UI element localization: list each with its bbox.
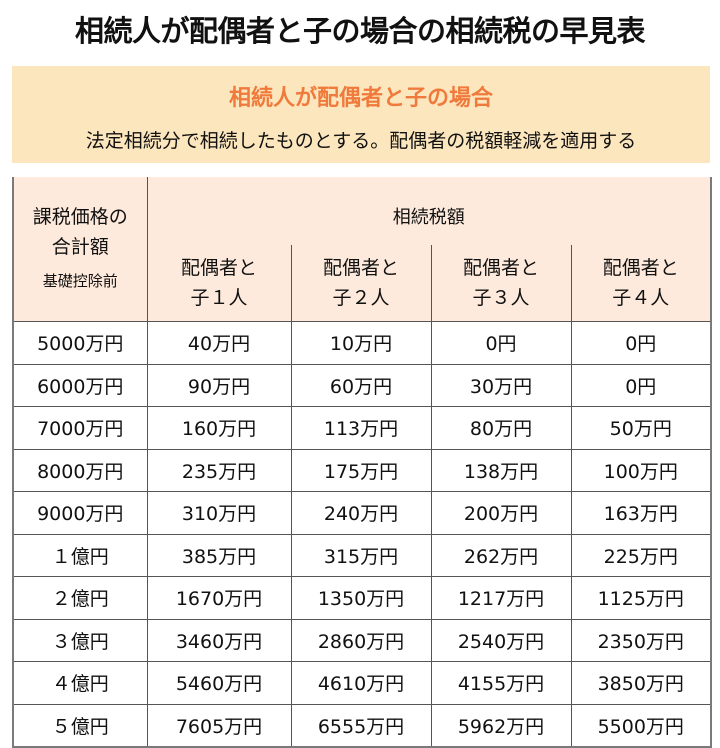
table-cell: 1350万円: [290, 576, 432, 620]
table-cell: 262万円: [430, 533, 572, 577]
column-header-line2: 子１人: [190, 287, 248, 309]
table-row: １億円 385万円 315万円 262万円 225万円: [12, 533, 712, 577]
table-row: ４億円 5460万円 4610万円 4155万円 3850万円: [12, 661, 712, 705]
table-cell: 2860万円: [290, 618, 432, 662]
row-label: ４億円: [12, 661, 148, 705]
table-row: 7000万円 160万円 113万円 80万円 50万円: [12, 406, 712, 450]
table-cell: 2350万円: [570, 618, 712, 662]
table-row: ３億円 3460万円 2860万円 2540万円 2350万円: [12, 618, 712, 662]
table-cell: 160万円: [146, 406, 292, 450]
table-cell: 235万円: [146, 448, 292, 492]
column-header-line1: 配偶者と: [462, 257, 539, 279]
table-cell: 7605万円: [146, 703, 292, 748]
table-cell: 315万円: [290, 533, 432, 577]
table-cell: 138万円: [430, 448, 572, 492]
row-label: 9000万円: [12, 491, 148, 535]
table-cell: 80万円: [430, 406, 572, 450]
tax-table: 課税価格の 合計額 基礎控除前 相続税額 配偶者と子１人 配偶者と子２人 配偶者…: [12, 177, 712, 748]
table-cell: 163万円: [570, 491, 712, 535]
row-label: 5000万円: [12, 321, 148, 365]
table-cell: 5962万円: [430, 703, 572, 748]
column-header-line2: 子４人: [612, 287, 670, 309]
column-header-line2: 子３人: [472, 287, 530, 309]
table-cell: 3460万円: [146, 618, 292, 662]
row-label: ２億円: [12, 576, 148, 620]
banner-heading: 相続人が配偶者と子の場合: [228, 86, 493, 111]
row-label: 8000万円: [12, 448, 148, 492]
column-header-3: 配偶者と子３人: [430, 245, 572, 322]
table-cell: 50万円: [570, 406, 712, 450]
table-cell: 0円: [430, 321, 572, 365]
row-label: 6000万円: [12, 363, 148, 407]
table-row: 5000万円 40万円 10万円 0円 0円: [12, 321, 712, 365]
table-cell: 0円: [570, 363, 712, 407]
table-cell: 2540万円: [430, 618, 572, 662]
column-header-line1: 配偶者と: [602, 257, 679, 279]
table-cell: 385万円: [146, 533, 292, 577]
table-row: 6000万円 90万円 60万円 30万円 0円: [12, 363, 712, 407]
table-cell: 6555万円: [290, 703, 432, 748]
table-cell: 0円: [570, 321, 712, 365]
table-cell: 100万円: [570, 448, 712, 492]
row-header-line2: 合計額: [51, 236, 109, 258]
table-cell: 4610万円: [290, 661, 432, 705]
table-cell: 175万円: [290, 448, 432, 492]
table-cell: 60万円: [290, 363, 432, 407]
table-cell: 310万円: [146, 491, 292, 535]
row-label: 7000万円: [12, 406, 148, 450]
column-header-1: 配偶者と子１人: [146, 245, 292, 322]
table-cell: 40万円: [146, 321, 292, 365]
column-header-4: 配偶者と子４人: [570, 245, 712, 322]
column-header-line1: 配偶者と: [322, 257, 399, 279]
banner-note: 法定相続分で相続したものとする。配偶者の税額軽減を適用する: [85, 130, 637, 152]
row-header-line1: 課税価格の: [32, 206, 128, 228]
table-cell: 200万円: [430, 491, 572, 535]
table-cell: 240万円: [290, 491, 432, 535]
table-cell: 1217万円: [430, 576, 572, 620]
table-cell: 1670万円: [146, 576, 292, 620]
row-label: ５億円: [12, 703, 148, 748]
table-cell: 3850万円: [570, 661, 712, 705]
table-cell: 4155万円: [430, 661, 572, 705]
table-cell: 5500万円: [570, 703, 712, 748]
table-row: ２億円 1670万円 1350万円 1217万円 1125万円: [12, 576, 712, 620]
condition-banner: 相続人が配偶者と子の場合 法定相続分で相続したものとする。配偶者の税額軽減を適用…: [12, 66, 710, 163]
group-header: 相続税額: [146, 177, 712, 245]
table-cell: 1125万円: [570, 576, 712, 620]
table-cell: 10万円: [290, 321, 432, 365]
table-row: 8000万円 235万円 175万円 138万円 100万円: [12, 448, 712, 492]
table-cell: 30万円: [430, 363, 572, 407]
table-cell: 5460万円: [146, 661, 292, 705]
page-title: 相続人が配偶者と子の場合の相続税の早見表: [74, 14, 646, 48]
column-header-line1: 配偶者と: [180, 257, 257, 279]
table-cell: 90万円: [146, 363, 292, 407]
column-header-2: 配偶者と子２人: [290, 245, 432, 322]
row-label: １億円: [12, 533, 148, 577]
row-header-note: 基礎控除前: [42, 272, 118, 290]
row-label: ３億円: [12, 618, 148, 662]
row-header-cell: 課税価格の 合計額 基礎控除前: [12, 177, 148, 322]
column-header-line2: 子２人: [332, 287, 390, 309]
table-row: 9000万円 310万円 240万円 200万円 163万円: [12, 491, 712, 535]
table-cell: 113万円: [290, 406, 432, 450]
table-row: ５億円 7605万円 6555万円 5962万円 5500万円: [12, 703, 712, 748]
table-cell: 225万円: [570, 533, 712, 577]
